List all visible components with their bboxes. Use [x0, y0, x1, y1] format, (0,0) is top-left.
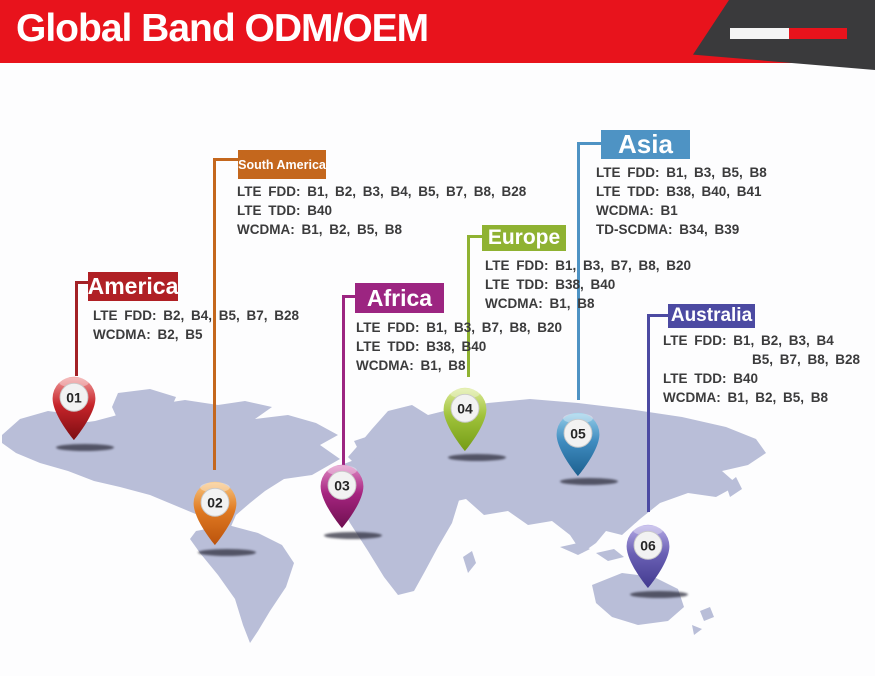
island-indonesia-2	[596, 549, 624, 561]
pin-number: 01	[66, 389, 82, 405]
band-line: WCDMA: B1, B2, B5, B8	[237, 222, 403, 237]
continent-australia	[592, 573, 684, 625]
band-line: LTE FDD: B1, B2, B3, B4, B5, B7, B8, B28	[237, 184, 527, 199]
band-info-south-america: LTE FDD: B1, B2, B3, B4, B5, B7, B8, B28…	[237, 182, 526, 239]
region-label-africa: Africa	[355, 283, 444, 313]
british-isles	[354, 437, 370, 453]
band-line: LTE FDD: B1, B3, B5, B8	[596, 165, 767, 180]
map-pin-europe: 04	[443, 387, 487, 452]
connector-america-stub	[75, 281, 91, 284]
map-pin-south-america: 02	[193, 481, 237, 546]
map-pin-asia: 05	[556, 412, 600, 477]
pin-shadow	[448, 454, 506, 461]
band-info-europe: LTE FDD: B1, B3, B7, B8, B20 LTE TDD: B3…	[485, 256, 691, 313]
connector-america	[75, 281, 78, 376]
pin-number: 05	[570, 425, 586, 441]
connector-south-america	[213, 158, 216, 470]
connector-europe-stub	[467, 235, 484, 238]
band-line: WCDMA: B1	[596, 203, 678, 218]
connector-asia-stub	[577, 142, 603, 145]
island-indonesia-1	[560, 543, 590, 555]
pin-shadow	[630, 591, 688, 598]
band-line: LTE FDD: B1, B2, B3, B4	[663, 333, 834, 348]
band-line: WCDMA: B1, B8	[485, 296, 595, 311]
island-japan-1	[700, 473, 716, 491]
pin-number: 03	[334, 477, 350, 493]
connector-europe	[467, 235, 470, 377]
region-label-america: America	[87, 272, 179, 301]
connector-australia-stub	[647, 314, 670, 317]
band-line: WCDMA: B1, B8	[356, 358, 466, 373]
connector-africa	[342, 295, 345, 465]
pin-number: 04	[457, 400, 473, 416]
island-japan-2	[726, 477, 742, 497]
band-line: WCDMA: B2, B5	[93, 327, 203, 342]
band-line: B5, B7, B8, B28	[752, 352, 861, 367]
band-info-australia: LTE FDD: B1, B2, B3, B4 B5, B7, B8, B28 …	[663, 331, 860, 407]
greenland	[112, 389, 176, 437]
island-new-zealand-2	[692, 625, 702, 635]
region-label-south-america: South America	[238, 150, 326, 179]
map-pin-america: 01	[52, 376, 96, 441]
pin-shadow	[560, 478, 618, 485]
band-info-america: LTE FDD: B2, B4, B5, B7, B28 WCDMA: B2, …	[93, 306, 299, 344]
region-label-asia: Asia	[601, 129, 690, 159]
region-label-australia: Australia	[668, 304, 755, 328]
band-line: WCDMA: B1, B2, B5, B8	[663, 390, 829, 405]
connector-south-america-stub	[213, 158, 240, 161]
band-line: LTE FDD: B2, B4, B5, B7, B28	[93, 308, 300, 323]
decor-bar-red	[789, 28, 847, 39]
band-line: LTE FDD: B1, B3, B7, B8, B20	[485, 258, 692, 273]
band-info-asia: LTE FDD: B1, B3, B5, B8 LTE TDD: B38, B4…	[596, 163, 767, 239]
band-info-africa: LTE FDD: B1, B3, B7, B8, B20 LTE TDD: B3…	[356, 318, 562, 375]
pin-shadow	[324, 532, 382, 539]
island-new-zealand-1	[700, 607, 714, 621]
continent-north-america	[2, 400, 340, 543]
madagascar	[463, 551, 476, 573]
connector-africa-stub	[342, 295, 357, 298]
connector-asia	[577, 142, 580, 400]
band-line: TD-SCDMA: B34, B39	[596, 222, 740, 237]
page-title: Global Band ODM/OEM	[16, 7, 429, 50]
band-line: LTE TDD: B40	[663, 371, 759, 386]
band-line: LTE TDD: B38, B40, B41	[596, 184, 762, 199]
decor-bar-white	[730, 28, 789, 39]
connector-australia	[647, 314, 650, 512]
band-line: LTE FDD: B1, B3, B7, B8, B20	[356, 320, 563, 335]
pin-shadow	[56, 444, 114, 451]
band-line: LTE TDD: B38, B40	[485, 277, 616, 292]
map-pin-australia: 06	[626, 524, 670, 589]
pin-number: 02	[207, 494, 223, 510]
pin-shadow	[198, 549, 256, 556]
map-pin-africa: 03	[320, 464, 364, 529]
continent-eurasia	[348, 399, 766, 553]
band-line: LTE TDD: B40	[237, 203, 333, 218]
region-label-europe: Europe	[482, 225, 566, 251]
band-line: LTE TDD: B38, B40	[356, 339, 487, 354]
pin-number: 06	[640, 537, 656, 553]
